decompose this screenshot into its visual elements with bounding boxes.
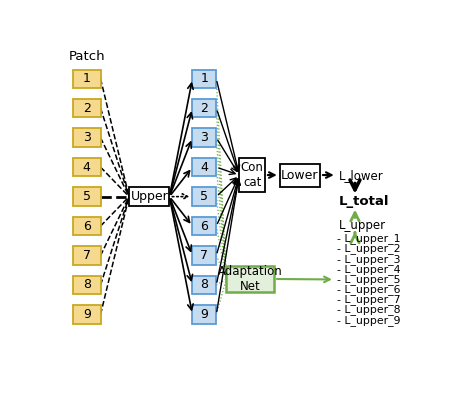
FancyBboxPatch shape <box>227 266 274 292</box>
FancyBboxPatch shape <box>192 305 216 324</box>
FancyBboxPatch shape <box>192 187 216 206</box>
Text: 1: 1 <box>83 72 91 85</box>
Text: 2: 2 <box>201 102 208 115</box>
FancyBboxPatch shape <box>192 70 216 88</box>
FancyBboxPatch shape <box>73 246 100 265</box>
FancyBboxPatch shape <box>73 128 100 147</box>
FancyBboxPatch shape <box>73 187 100 206</box>
Text: 7: 7 <box>201 249 209 262</box>
FancyBboxPatch shape <box>73 70 100 88</box>
FancyBboxPatch shape <box>192 99 216 118</box>
Text: 4: 4 <box>83 161 91 174</box>
Text: - L_upper_5: - L_upper_5 <box>337 274 400 285</box>
Text: - L_upper_3: - L_upper_3 <box>337 254 400 264</box>
Text: - L_upper_4: - L_upper_4 <box>337 264 400 275</box>
Text: 5: 5 <box>201 190 209 203</box>
FancyBboxPatch shape <box>73 217 100 235</box>
FancyBboxPatch shape <box>73 158 100 176</box>
Text: 8: 8 <box>201 278 209 292</box>
Text: Adaptation
Net: Adaptation Net <box>218 265 283 293</box>
FancyBboxPatch shape <box>239 158 265 192</box>
Text: 1: 1 <box>201 72 208 85</box>
Text: 3: 3 <box>83 131 91 144</box>
FancyBboxPatch shape <box>192 217 216 235</box>
FancyBboxPatch shape <box>73 99 100 118</box>
Text: Con
cat: Con cat <box>241 161 264 189</box>
Text: Lower: Lower <box>281 168 319 182</box>
Text: - L_upper_7: - L_upper_7 <box>337 294 400 305</box>
Text: - L_upper_1: - L_upper_1 <box>337 233 400 244</box>
FancyBboxPatch shape <box>129 187 170 206</box>
FancyBboxPatch shape <box>192 158 216 176</box>
FancyBboxPatch shape <box>280 164 320 186</box>
Text: 7: 7 <box>83 249 91 262</box>
Text: L_upper: L_upper <box>338 219 385 232</box>
Text: 4: 4 <box>201 161 208 174</box>
Text: L_lower: L_lower <box>338 168 383 182</box>
Text: 9: 9 <box>83 308 91 321</box>
Text: 3: 3 <box>201 131 208 144</box>
Text: L_total: L_total <box>338 195 389 208</box>
Text: 9: 9 <box>201 308 208 321</box>
Text: - L_upper_9: - L_upper_9 <box>337 315 400 326</box>
Text: - L_upper_2: - L_upper_2 <box>337 244 400 254</box>
FancyBboxPatch shape <box>192 128 216 147</box>
Text: - L_upper_8: - L_upper_8 <box>337 304 400 316</box>
FancyBboxPatch shape <box>73 276 100 294</box>
Text: 5: 5 <box>83 190 91 203</box>
FancyBboxPatch shape <box>192 246 216 265</box>
Text: 8: 8 <box>83 278 91 292</box>
FancyBboxPatch shape <box>192 276 216 294</box>
FancyBboxPatch shape <box>73 305 100 324</box>
Text: Upper: Upper <box>130 190 168 203</box>
Text: Patch: Patch <box>68 50 105 63</box>
Text: 6: 6 <box>83 220 91 232</box>
Text: - L_upper_6: - L_upper_6 <box>337 284 400 295</box>
Text: 6: 6 <box>201 220 208 232</box>
Text: 2: 2 <box>83 102 91 115</box>
